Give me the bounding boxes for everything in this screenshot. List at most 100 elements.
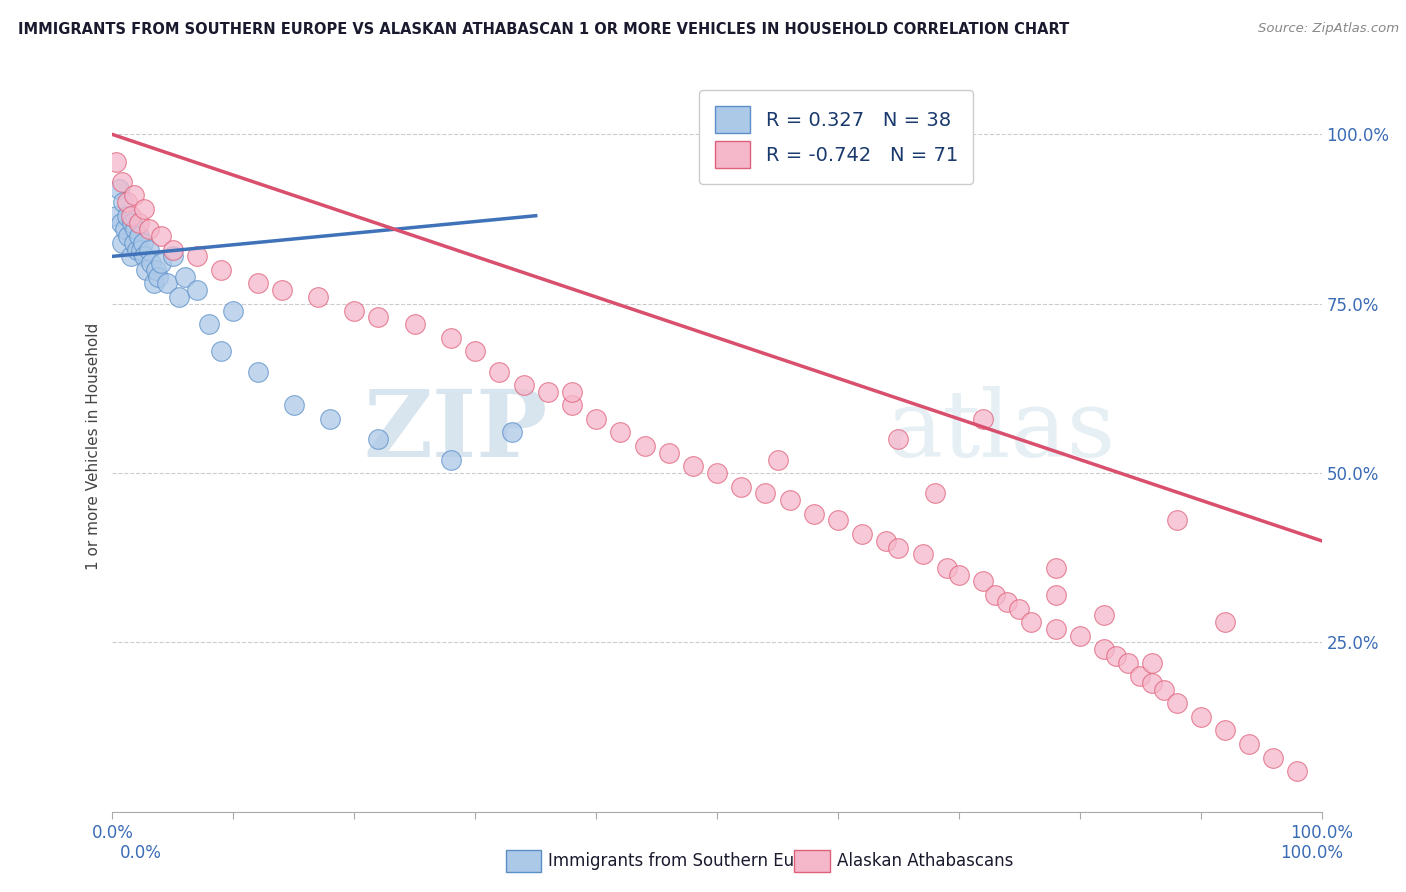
Text: Immigrants from Southern Europe: Immigrants from Southern Europe — [548, 852, 832, 870]
Point — [1286, 764, 1309, 778]
Point — [111, 235, 134, 250]
Point — [138, 222, 160, 236]
Point — [128, 215, 150, 229]
Point — [561, 384, 583, 399]
Point — [319, 412, 342, 426]
Point — [1069, 629, 1091, 643]
Point — [138, 243, 160, 257]
Point — [1045, 588, 1067, 602]
Point — [887, 432, 910, 446]
Point — [924, 486, 946, 500]
Text: Alaskan Athabascans: Alaskan Athabascans — [837, 852, 1012, 870]
Point — [1092, 608, 1115, 623]
Point — [105, 209, 128, 223]
Point — [1237, 737, 1260, 751]
Point — [706, 466, 728, 480]
Point — [512, 378, 534, 392]
Point — [209, 344, 232, 359]
Point — [167, 290, 190, 304]
Point — [131, 243, 153, 257]
Point — [149, 256, 172, 270]
Point — [887, 541, 910, 555]
Point — [124, 222, 146, 236]
Point — [995, 595, 1018, 609]
Point — [1166, 514, 1188, 528]
Point — [132, 249, 155, 263]
Point — [488, 364, 510, 378]
Point — [658, 446, 681, 460]
Point — [122, 188, 145, 202]
Point — [132, 235, 155, 250]
Point — [585, 412, 607, 426]
Point — [464, 344, 486, 359]
Point — [1116, 656, 1139, 670]
Point — [115, 195, 138, 210]
Point — [121, 215, 143, 229]
Point — [1213, 615, 1236, 629]
Point — [128, 229, 150, 244]
Point — [198, 317, 221, 331]
Point — [972, 412, 994, 426]
Text: atlas: atlas — [886, 386, 1115, 476]
Point — [120, 209, 142, 223]
Point — [117, 229, 139, 244]
Point — [162, 243, 184, 257]
Point — [1166, 697, 1188, 711]
Point — [115, 209, 138, 223]
Point — [754, 486, 776, 500]
Point — [1105, 648, 1128, 663]
Point — [1092, 642, 1115, 657]
Point — [141, 256, 163, 270]
Point — [1129, 669, 1152, 683]
Point — [132, 202, 155, 216]
Point — [246, 277, 269, 291]
Point — [343, 303, 366, 318]
Point — [1008, 601, 1031, 615]
Legend: R = 0.327   N = 38, R = -0.742   N = 71: R = 0.327 N = 38, R = -0.742 N = 71 — [699, 90, 973, 184]
Point — [972, 574, 994, 589]
Point — [105, 154, 128, 169]
Point — [112, 195, 135, 210]
Point — [186, 283, 208, 297]
Point — [404, 317, 426, 331]
Point — [114, 222, 136, 236]
Point — [911, 547, 934, 561]
Point — [1153, 682, 1175, 697]
Point — [935, 561, 957, 575]
Point — [851, 527, 873, 541]
Point — [1142, 676, 1164, 690]
Point — [107, 181, 129, 195]
Point — [779, 493, 801, 508]
Point — [948, 567, 970, 582]
Point — [440, 452, 463, 467]
Point — [633, 439, 655, 453]
Point — [111, 175, 134, 189]
Point — [367, 432, 389, 446]
Text: 0.0%: 0.0% — [120, 844, 162, 862]
Point — [110, 215, 132, 229]
Point — [186, 249, 208, 263]
Point — [1263, 750, 1285, 764]
Point — [682, 459, 704, 474]
Text: Source: ZipAtlas.com: Source: ZipAtlas.com — [1258, 22, 1399, 36]
Point — [440, 331, 463, 345]
Point — [1189, 710, 1212, 724]
Point — [125, 243, 148, 257]
Point — [222, 303, 245, 318]
Point — [1142, 656, 1164, 670]
Point — [120, 249, 142, 263]
Point — [367, 310, 389, 325]
Point — [984, 588, 1007, 602]
Point — [537, 384, 560, 399]
Point — [122, 235, 145, 250]
Point — [142, 277, 165, 291]
Point — [1021, 615, 1043, 629]
Point — [148, 269, 170, 284]
Point — [149, 229, 172, 244]
Point — [270, 283, 292, 297]
Text: 100.0%: 100.0% — [1279, 844, 1343, 862]
Text: IMMIGRANTS FROM SOUTHERN EUROPE VS ALASKAN ATHABASCAN 1 OR MORE VEHICLES IN HOUS: IMMIGRANTS FROM SOUTHERN EUROPE VS ALASK… — [18, 22, 1070, 37]
Point — [827, 514, 849, 528]
Point — [1045, 622, 1067, 636]
Y-axis label: 1 or more Vehicles in Household: 1 or more Vehicles in Household — [86, 322, 101, 570]
